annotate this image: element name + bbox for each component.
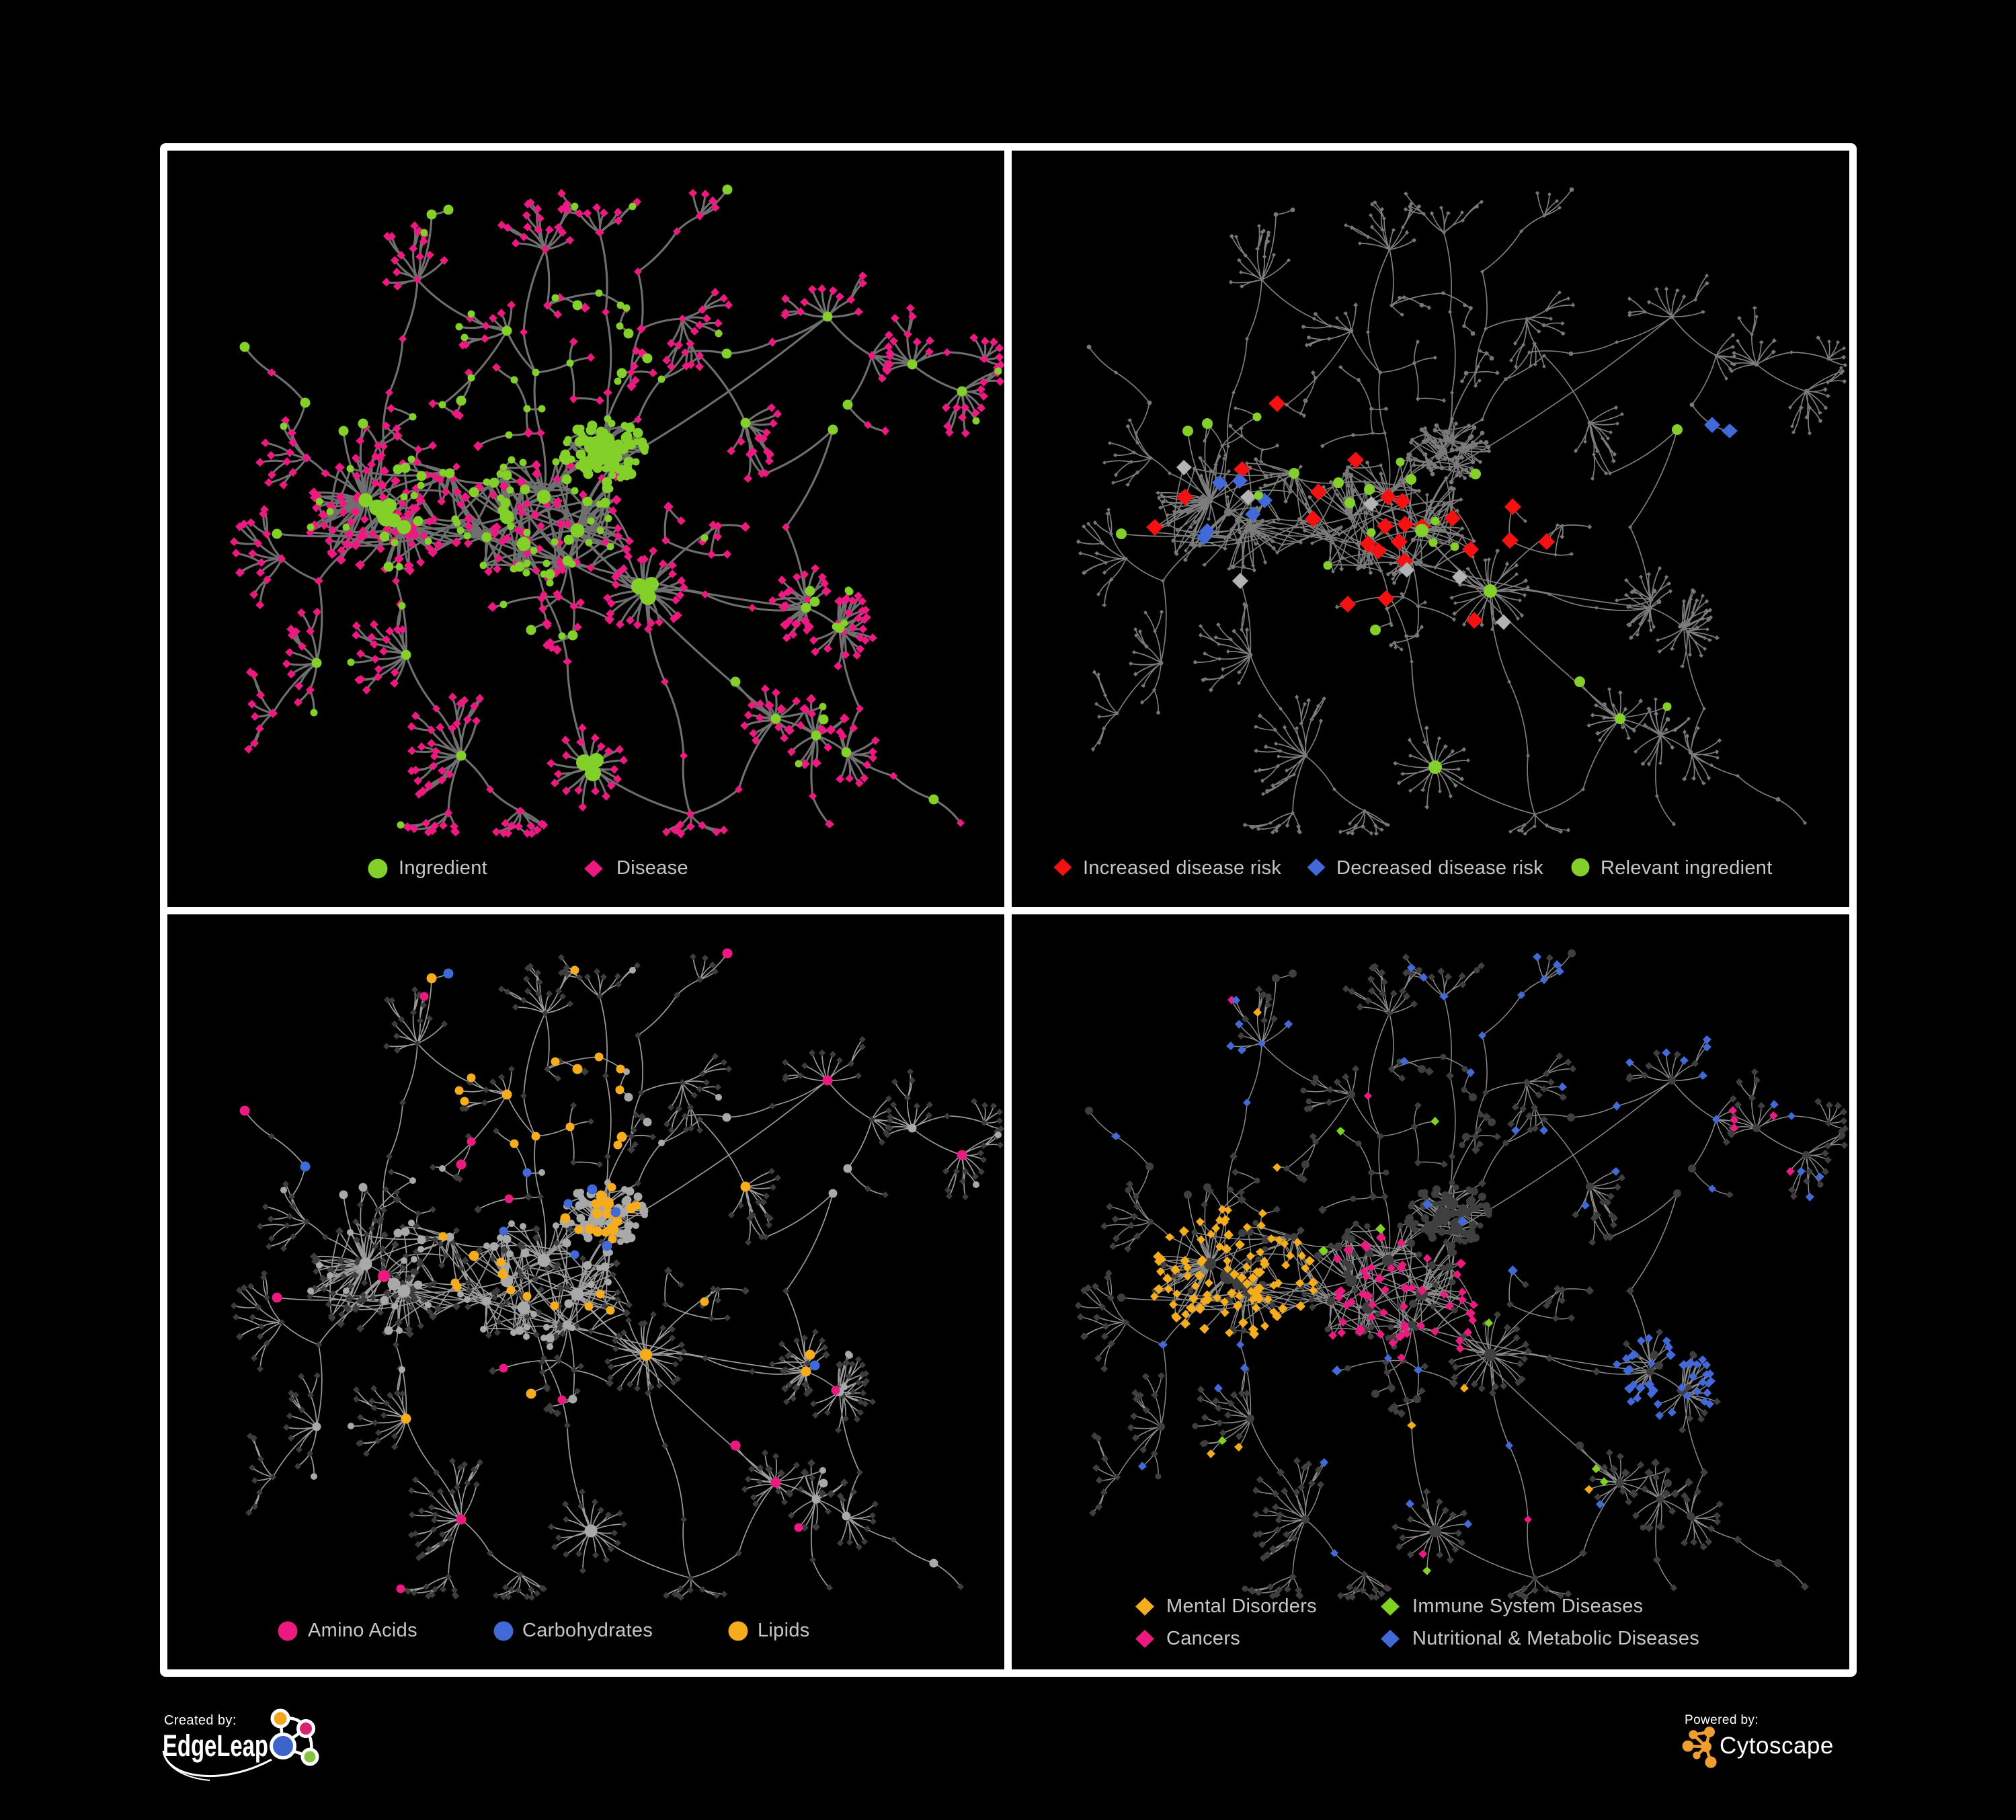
- svg-text:EdgeLeap: EdgeLeap: [163, 1729, 268, 1763]
